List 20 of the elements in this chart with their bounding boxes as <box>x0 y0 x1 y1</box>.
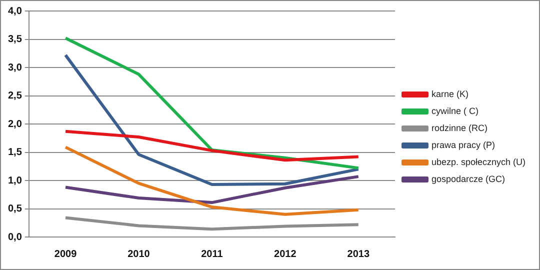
legend-label: cywilne ( C) <box>432 106 479 116</box>
legend-label: karne (K) <box>432 88 469 99</box>
y-tick-label: 2,5 <box>8 90 22 102</box>
y-tick-label: 0,5 <box>8 204 22 214</box>
x-tick-label: 2013 <box>347 248 370 260</box>
x-tick-label: 2011 <box>201 248 224 260</box>
y-tick-label: 1,5 <box>8 147 22 158</box>
x-tick-label: 2009 <box>54 248 78 260</box>
y-tick-label: 3,0 <box>8 62 22 74</box>
legend-label: prawa pracy (P) <box>432 140 496 150</box>
legend-label: rodzinne (RC) <box>432 122 488 133</box>
x-tick-label: 2012 <box>274 248 297 260</box>
y-tick-label: 4,0 <box>8 6 22 17</box>
x-tick-label: 2010 <box>128 248 150 260</box>
legend-label: gospodarcze (GC) <box>432 174 506 184</box>
y-tick-label: 0,0 <box>8 232 22 243</box>
legend-label: ubezp. społecznych (U) <box>432 156 526 167</box>
y-tick-label: 2,0 <box>8 118 22 130</box>
y-tick-label: 3,5 <box>8 34 22 45</box>
y-tick-label: 1,0 <box>8 175 22 186</box>
